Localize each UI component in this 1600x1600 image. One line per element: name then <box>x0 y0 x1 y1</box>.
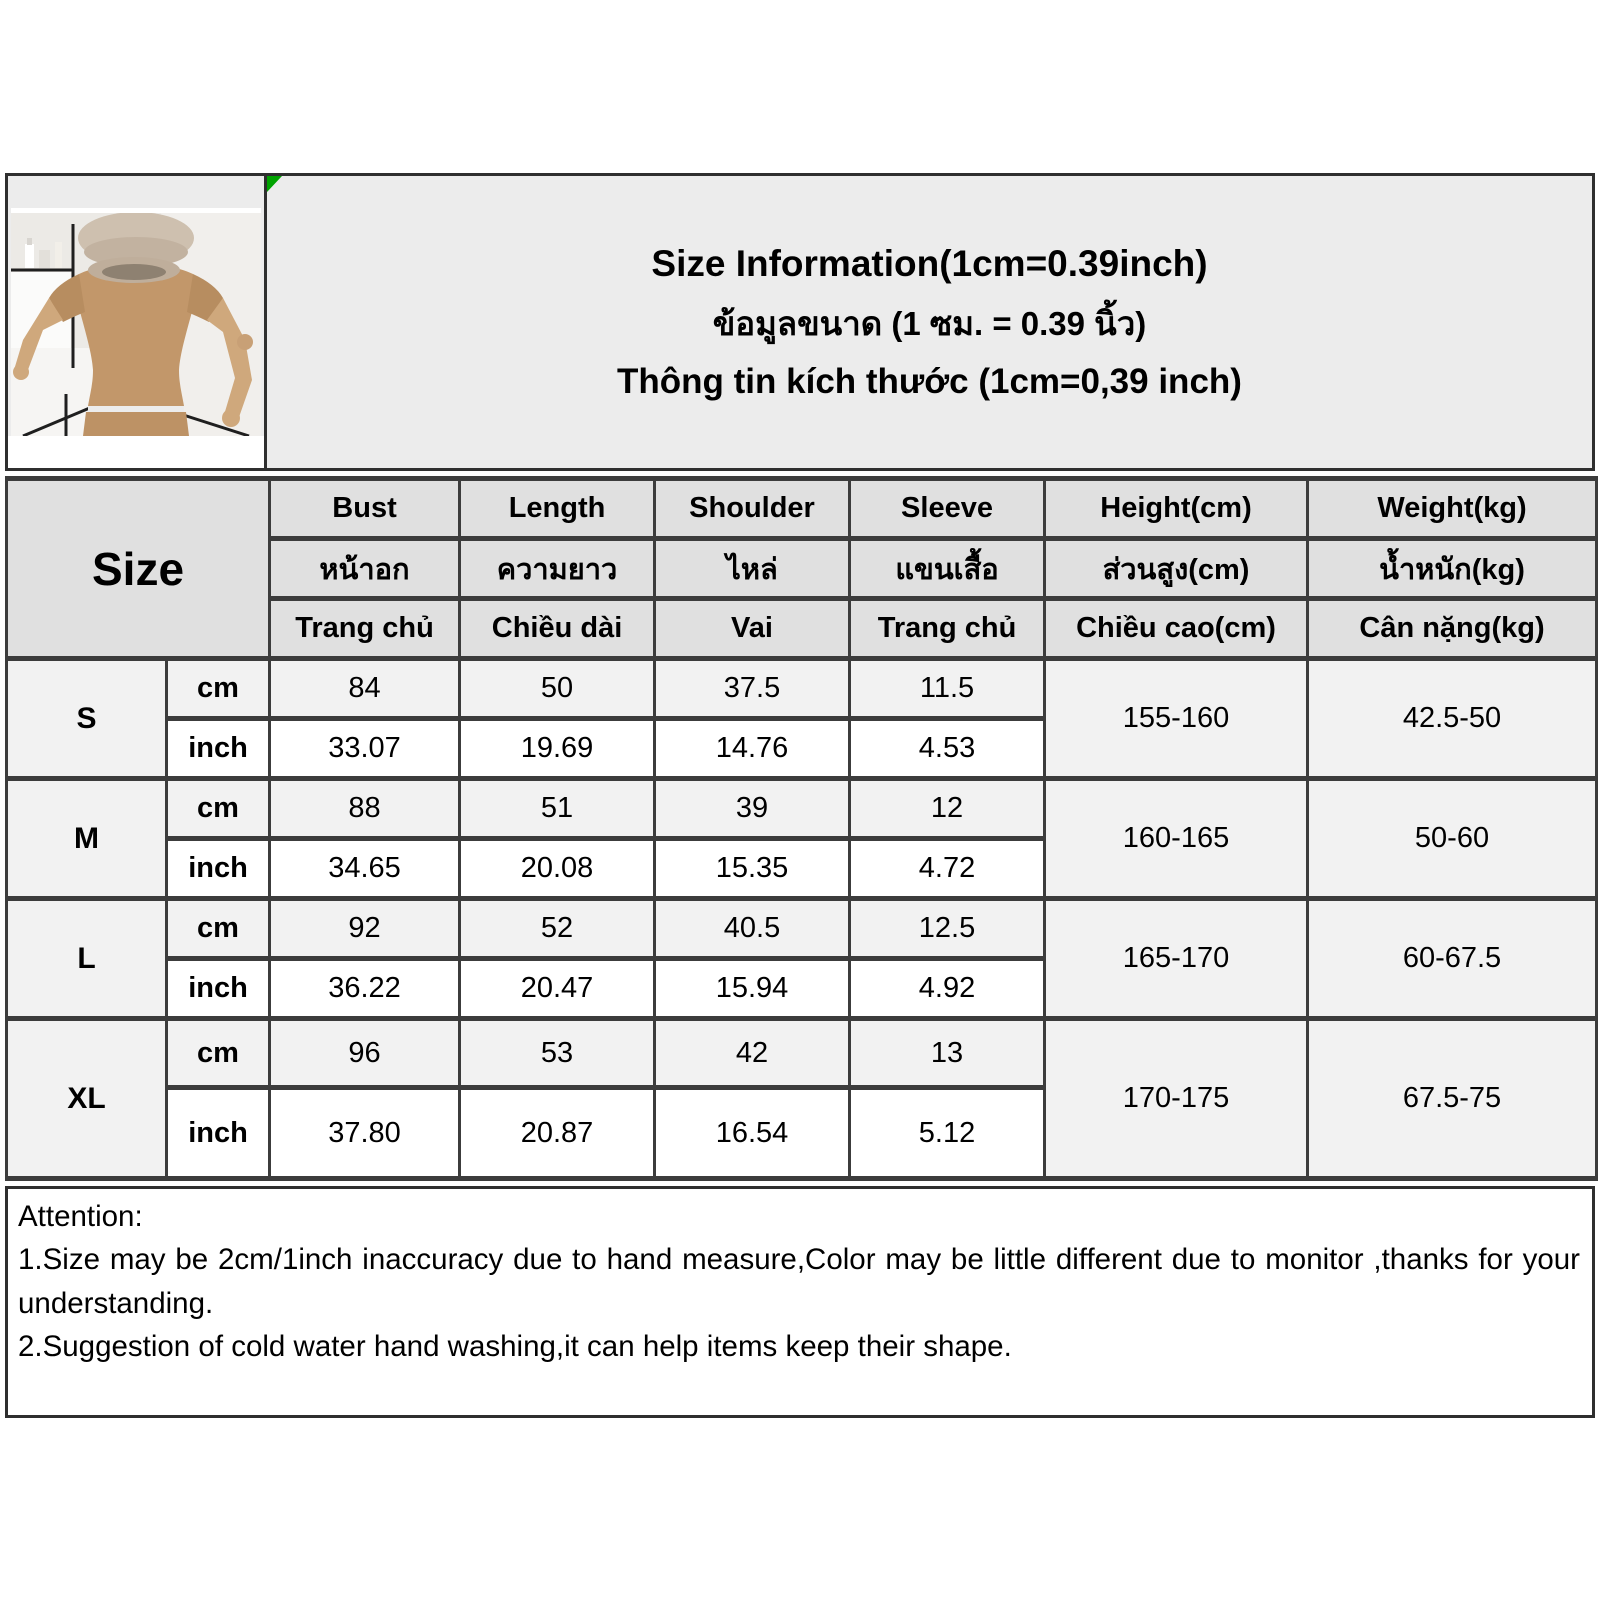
col-header-length-th: ความยาว <box>458 536 657 601</box>
col-header-bust-vi: Trang chủ <box>268 596 462 661</box>
height-range-cell: 160-165 <box>1043 776 1310 901</box>
col-header-weight-th: น้ำหนัก(kg) <box>1306 536 1599 601</box>
value-cell: 40.5 <box>653 896 852 961</box>
col-header-shoulder-en: Shoulder <box>653 476 852 541</box>
attention-note: Attention: 1.Size may be 2cm/1inch inacc… <box>5 1186 1595 1418</box>
cell-comment-marker-icon <box>267 176 282 192</box>
value-cell: 20.87 <box>458 1085 657 1181</box>
height-range-cell: 165-170 <box>1043 896 1310 1021</box>
row-S-cm: S cm 84 50 37.5 11.5 155-160 42.5-50 <box>5 656 1599 781</box>
size-label-M: M <box>5 776 168 901</box>
title-english: Size Information(1cm=0.39inch) <box>651 242 1208 284</box>
value-cell: 50 <box>458 656 657 721</box>
col-header-height-vi: Chiều cao(cm) <box>1043 596 1310 661</box>
row-XL-cm: XL cm 96 53 42 13 170-175 67.5-75 <box>5 1016 1599 1181</box>
col-header-sleeve-th: แขนเสื้อ <box>848 536 1047 601</box>
header-row-thai: หน้าอก ความยาว ไหล่ แขนเสื้อ ส่วนสูง(cm)… <box>7 536 1599 601</box>
title-vietnamese: Thông tin kích thước (1cm=0,39 inch) <box>617 361 1242 401</box>
size-label-S: S <box>5 656 168 781</box>
value-cell: 20.47 <box>458 956 657 1021</box>
header-row-english: Size Bust Length Shoulder Sleeve Height(… <box>4 476 1599 661</box>
unit-label: cm <box>164 896 272 961</box>
value-cell: 51 <box>458 776 657 841</box>
value-cell: 4.53 <box>848 716 1047 781</box>
col-header-shoulder-th: ไหล่ <box>653 536 852 601</box>
col-header-bust-en: Bust <box>268 476 462 541</box>
value-cell: 53 <box>458 1016 657 1090</box>
row-L-cm: L cm 92 52 40.5 12.5 165-170 60-67.5 <box>5 896 1599 1021</box>
value-cell: 36.22 <box>268 956 462 1021</box>
col-header-shoulder-vi: Vai <box>653 596 852 661</box>
value-cell: 14.76 <box>653 716 852 781</box>
value-cell: 13 <box>848 1016 1047 1090</box>
size-header-cell: Size <box>4 476 272 661</box>
attention-heading: Attention: <box>18 1200 143 1233</box>
title-block: Size Information(1cm=0.39inch) ข้อมูลขนา… <box>267 176 1592 468</box>
unit-label: cm <box>164 656 272 721</box>
value-cell: 11.5 <box>848 656 1047 721</box>
row-S-inch: inch 33.07 19.69 14.76 4.53 <box>7 716 1597 781</box>
value-cell: 4.72 <box>848 836 1047 901</box>
value-cell: 5.12 <box>848 1085 1047 1181</box>
unit-label: inch <box>164 956 272 1021</box>
product-photo-illustration <box>11 208 261 436</box>
value-cell: 92 <box>268 896 462 961</box>
value-cell: 88 <box>268 776 462 841</box>
col-header-height-th: ส่วนสูง(cm) <box>1043 536 1310 601</box>
value-cell: 37.5 <box>653 656 852 721</box>
col-header-height-en: Height(cm) <box>1043 476 1310 541</box>
unit-label: cm <box>164 1016 272 1090</box>
col-header-sleeve-vi: Trang chủ <box>848 596 1047 661</box>
value-cell: 15.94 <box>653 956 852 1021</box>
value-cell: 84 <box>268 656 462 721</box>
weight-range-cell: 50-60 <box>1306 776 1599 901</box>
value-cell: 16.54 <box>653 1085 852 1181</box>
row-M-inch: inch 34.65 20.08 15.35 4.72 <box>7 836 1597 901</box>
unit-label: inch <box>164 1085 272 1181</box>
size-table: Size Bust Length Shoulder Sleeve Height(… <box>4 476 1599 1181</box>
header-row-vietnamese: Trang chủ Chiều dài Vai Trang chủ Chiều … <box>7 596 1599 661</box>
col-header-bust-th: หน้าอก <box>268 536 462 601</box>
value-cell: 34.65 <box>268 836 462 901</box>
value-cell: 19.69 <box>458 716 657 781</box>
size-label-XL: XL <box>5 1016 168 1181</box>
row-L-inch: inch 36.22 20.47 15.94 4.92 <box>7 956 1597 1021</box>
row-XL-inch: inch 37.80 20.87 16.54 5.12 <box>7 1085 1597 1181</box>
value-cell: 33.07 <box>268 716 462 781</box>
value-cell: 20.08 <box>458 836 657 901</box>
col-header-length-vi: Chiều dài <box>458 596 657 661</box>
col-header-weight-vi: Cân nặng(kg) <box>1306 596 1599 661</box>
attention-item-2: 2.Suggestion of cold water hand washing,… <box>18 1330 1012 1364</box>
size-label-L: L <box>5 896 168 1021</box>
value-cell: 42 <box>653 1016 852 1090</box>
unit-label: cm <box>164 776 272 841</box>
weight-range-cell: 42.5-50 <box>1306 656 1599 781</box>
col-header-length-en: Length <box>458 476 657 541</box>
value-cell: 96 <box>268 1016 462 1090</box>
value-cell: 15.35 <box>653 836 852 901</box>
size-chart-sheet: Size Information(1cm=0.39inch) ข้อมูลขนา… <box>4 173 1599 1418</box>
value-cell: 4.92 <box>848 956 1047 1021</box>
value-cell: 37.80 <box>268 1085 462 1181</box>
unit-label: inch <box>164 836 272 901</box>
banner: Size Information(1cm=0.39inch) ข้อมูลขนา… <box>5 173 1595 471</box>
product-photo <box>8 176 267 468</box>
row-M-cm: M cm 88 51 39 12 160-165 50-60 <box>5 776 1599 901</box>
value-cell: 12.5 <box>848 896 1047 961</box>
height-range-cell: 170-175 <box>1043 1016 1310 1181</box>
value-cell: 52 <box>458 896 657 961</box>
weight-range-cell: 60-67.5 <box>1306 896 1599 1021</box>
col-header-weight-en: Weight(kg) <box>1306 476 1599 541</box>
photo-margin <box>8 436 264 468</box>
col-header-sleeve-en: Sleeve <box>848 476 1047 541</box>
attention-item-1: 1.Size may be 2cm/1inch inaccuracy due t… <box>18 1243 1580 1320</box>
unit-label: inch <box>164 716 272 781</box>
title-thai: ข้อมูลขนาด (1 ซม. = 0.39 นิ้ว) <box>712 304 1147 342</box>
value-cell: 12 <box>848 776 1047 841</box>
height-range-cell: 155-160 <box>1043 656 1310 781</box>
value-cell: 39 <box>653 776 852 841</box>
weight-range-cell: 67.5-75 <box>1306 1016 1599 1181</box>
